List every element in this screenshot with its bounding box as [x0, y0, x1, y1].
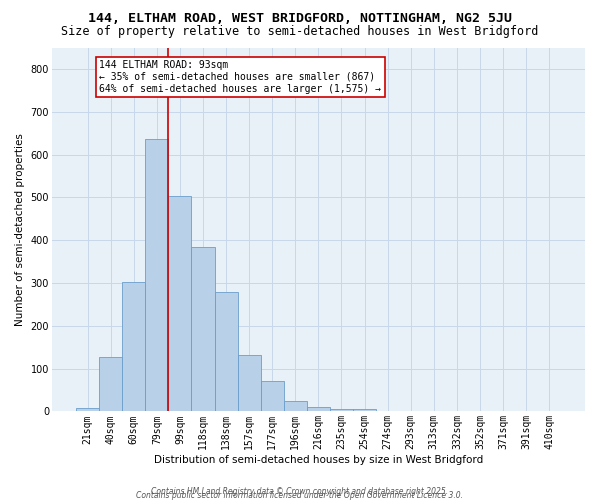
Text: 144 ELTHAM ROAD: 93sqm
← 35% of semi-detached houses are smaller (867)
64% of se: 144 ELTHAM ROAD: 93sqm ← 35% of semi-det…	[99, 60, 381, 94]
Bar	[330, 410, 353, 412]
Bar	[261, 382, 284, 412]
Bar	[122, 282, 145, 412]
Text: Size of property relative to semi-detached houses in West Bridgford: Size of property relative to semi-detach…	[61, 25, 539, 38]
Bar	[169, 196, 191, 412]
Text: Contains HM Land Registry data © Crown copyright and database right 2025.: Contains HM Land Registry data © Crown c…	[151, 487, 449, 496]
Bar	[238, 356, 261, 412]
Bar	[145, 139, 169, 411]
Bar	[99, 356, 122, 412]
Bar	[191, 248, 215, 412]
Text: 144, ELTHAM ROAD, WEST BRIDGFORD, NOTTINGHAM, NG2 5JU: 144, ELTHAM ROAD, WEST BRIDGFORD, NOTTIN…	[88, 12, 512, 26]
Y-axis label: Number of semi-detached properties: Number of semi-detached properties	[15, 133, 25, 326]
Bar	[307, 406, 330, 412]
Bar	[284, 400, 307, 411]
Bar	[215, 292, 238, 412]
Text: Contains public sector information licensed under the Open Government Licence 3.: Contains public sector information licen…	[137, 491, 464, 500]
X-axis label: Distribution of semi-detached houses by size in West Bridgford: Distribution of semi-detached houses by …	[154, 455, 483, 465]
Bar	[76, 408, 99, 412]
Bar	[353, 409, 376, 412]
